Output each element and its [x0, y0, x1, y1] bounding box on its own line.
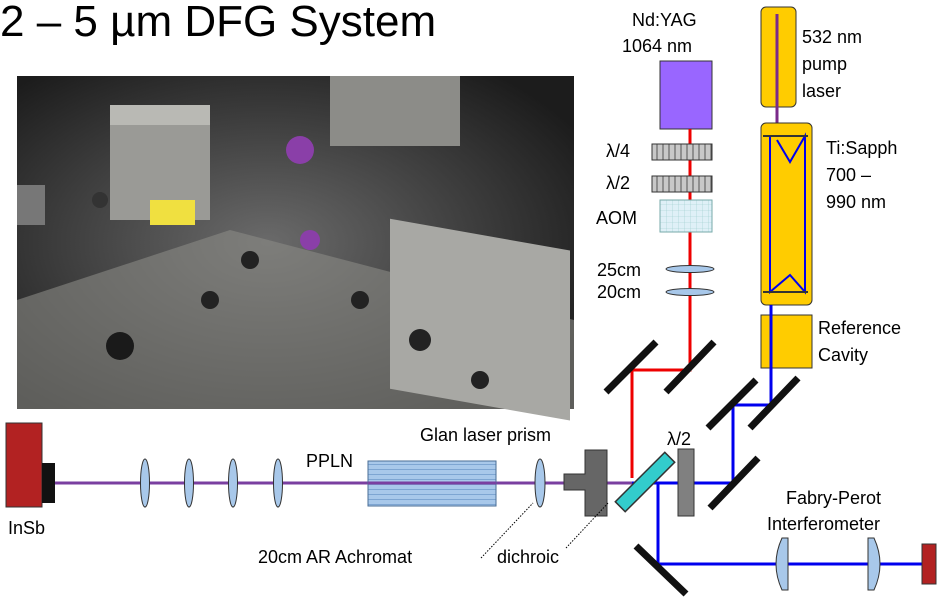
- fabry-perot-mirror-right: [867, 537, 881, 591]
- fabry-perot-label-line1: Fabry-Perot: [786, 488, 881, 508]
- tisapph-label-line1: Ti:Sapph: [826, 138, 897, 158]
- fabry-perot-detector: [921, 543, 937, 585]
- idler-lens-4: [273, 458, 283, 508]
- glan-prism-label: Glan laser prism: [420, 425, 551, 445]
- pump-label-line3: laser: [802, 81, 841, 101]
- quarter-wave-plate: [651, 143, 713, 161]
- ndyag-laser: [659, 60, 713, 130]
- achromat-pointer: [480, 502, 534, 559]
- glan-laser-prism: [563, 449, 608, 517]
- idler-lens-1: [140, 458, 150, 508]
- dichroic-mirror: [614, 451, 676, 513]
- pump-label-line1: 532 nm: [802, 27, 862, 47]
- tisapph-laser: [760, 122, 813, 306]
- lens-25cm: [665, 265, 715, 273]
- ndyag-label-line2: 1064 nm: [622, 36, 692, 56]
- page-title: 2 – 5 µm DFG System: [0, 0, 436, 46]
- lens-20cm: [665, 288, 715, 296]
- insb-window: [42, 463, 55, 503]
- mirror-blue-upper-left: [705, 377, 759, 431]
- mirror-red-turn: [663, 339, 717, 395]
- mirror-blue-lower: [707, 455, 761, 511]
- half-wave-plate-bottom: [677, 448, 695, 517]
- fabry-perot-mirror-left: [775, 537, 789, 591]
- insb-label: InSb: [8, 518, 45, 538]
- lab-photo: [17, 76, 574, 421]
- aom-label: AOM: [596, 208, 637, 228]
- fabry-perot-label-line2: Interferometer: [767, 514, 880, 534]
- ndyag-label-line1: Nd:YAG: [632, 10, 697, 30]
- half-wave-top-label: λ/2: [606, 173, 630, 193]
- quarter-wave-label: λ/4: [606, 141, 630, 161]
- half-wave-bottom-label: λ/2: [667, 429, 691, 449]
- aom: [659, 199, 713, 233]
- ppln-label: PPLN: [306, 451, 353, 471]
- ref-cavity-label-line1: Reference: [818, 318, 901, 338]
- tisapph-output-beam: [632, 305, 773, 485]
- dichroic-label: dichroic: [497, 547, 559, 567]
- achromat-label: 20cm AR Achromat: [258, 547, 412, 567]
- tisapph-label-line3: 990 nm: [826, 192, 886, 212]
- dichroic-pointer: [565, 501, 610, 549]
- ref-cavity-label-line2: Cavity: [818, 345, 868, 365]
- mirror-red-upper: [603, 339, 659, 395]
- insb-detector: [5, 422, 43, 508]
- idler-lens-2: [184, 458, 194, 508]
- tisapph-label-line2: 700 –: [826, 165, 871, 185]
- mirror-blue-upper-right: [747, 375, 801, 431]
- lens-25cm-label: 25cm: [597, 260, 641, 280]
- ndyag-beam: [630, 129, 692, 478]
- mirror-fabry-perot: [633, 543, 689, 597]
- lens-20cm-label: 20cm: [597, 282, 641, 302]
- reference-cavity: [760, 314, 813, 369]
- achromat-lens: [534, 458, 546, 508]
- half-wave-plate-top: [651, 175, 713, 193]
- pump-label-line2: pump: [802, 54, 847, 74]
- idler-lens-3: [228, 458, 238, 508]
